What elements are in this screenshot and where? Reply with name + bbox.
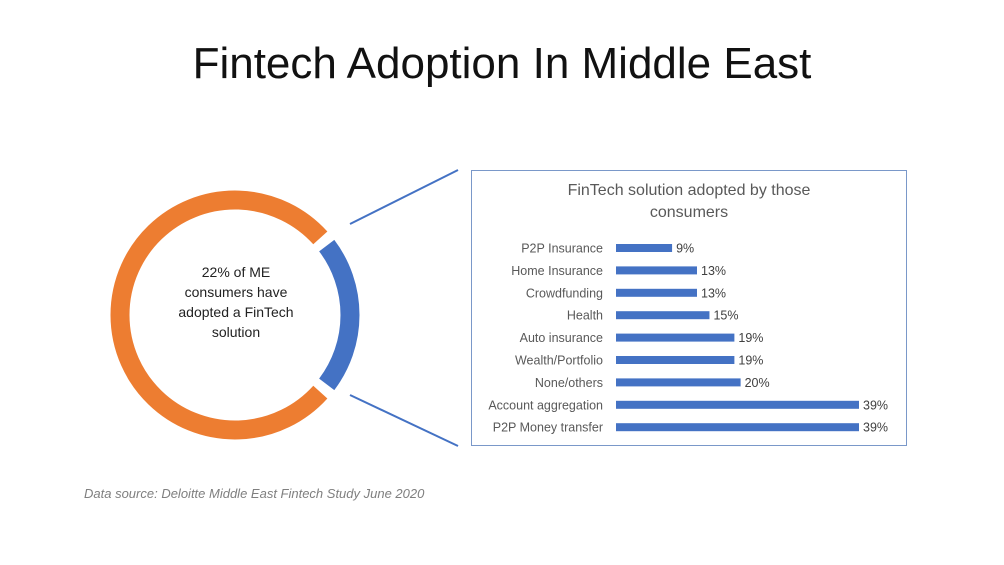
value-label: 19% xyxy=(738,354,763,368)
value-label: 15% xyxy=(713,309,738,323)
value-label: 9% xyxy=(676,242,694,256)
donut-center-text: 22% of ME consumers have adopted a FinTe… xyxy=(175,262,297,342)
bar xyxy=(616,400,859,409)
category-label: Wealth/Portfolio xyxy=(515,354,603,368)
donut-segment-adopted xyxy=(319,239,360,391)
donut-segment-not-adopted xyxy=(110,190,328,440)
category-label: Home Insurance xyxy=(511,264,603,278)
category-label: Auto insurance xyxy=(520,331,603,345)
bar xyxy=(616,333,735,342)
donut-text-line: solution xyxy=(211,324,261,340)
category-label: P2P Insurance xyxy=(521,242,603,256)
bar-chart-title-line: FinTech solution adopted by those xyxy=(567,182,811,199)
connector-line-top xyxy=(349,169,459,225)
category-label: Account aggregation xyxy=(488,398,603,412)
bar-chart-title-line: consumers xyxy=(649,204,729,221)
donut-text-line: 22% of ME xyxy=(201,264,271,280)
bar xyxy=(616,423,859,432)
bar xyxy=(616,378,741,387)
connector-line-bottom xyxy=(349,394,459,447)
value-label: 13% xyxy=(701,264,726,278)
donut-text-line: consumers have xyxy=(184,284,288,300)
value-label: 39% xyxy=(863,398,888,412)
value-label: 20% xyxy=(745,376,770,390)
bar xyxy=(616,356,735,364)
bar-chart-panel: FinTech solution adopted by those consum… xyxy=(471,170,907,446)
bar xyxy=(616,266,697,275)
adoption-donut-chart xyxy=(110,190,360,440)
bar xyxy=(616,311,710,320)
data-source-note: Data source: Deloitte Middle East Fintec… xyxy=(84,486,425,501)
bar xyxy=(616,244,673,252)
category-label: P2P Money transfer xyxy=(493,421,603,435)
bar-chart-plot: P2P Insurance 9% Home Insurance 13% Crowdfun… xyxy=(488,242,888,435)
value-label: 39% xyxy=(863,421,888,435)
value-label: 19% xyxy=(738,331,763,345)
value-label: 13% xyxy=(701,286,726,300)
bar xyxy=(616,288,697,297)
bar-chart-title: FinTech solution adopted by those consum… xyxy=(472,180,906,224)
category-label: Health xyxy=(567,309,603,323)
category-label: Crowdfunding xyxy=(526,286,603,300)
page-title: Fintech Adoption In Middle East xyxy=(192,39,812,88)
category-label: None/others xyxy=(535,376,603,390)
donut-text-line: adopted a FinTech xyxy=(178,304,294,320)
